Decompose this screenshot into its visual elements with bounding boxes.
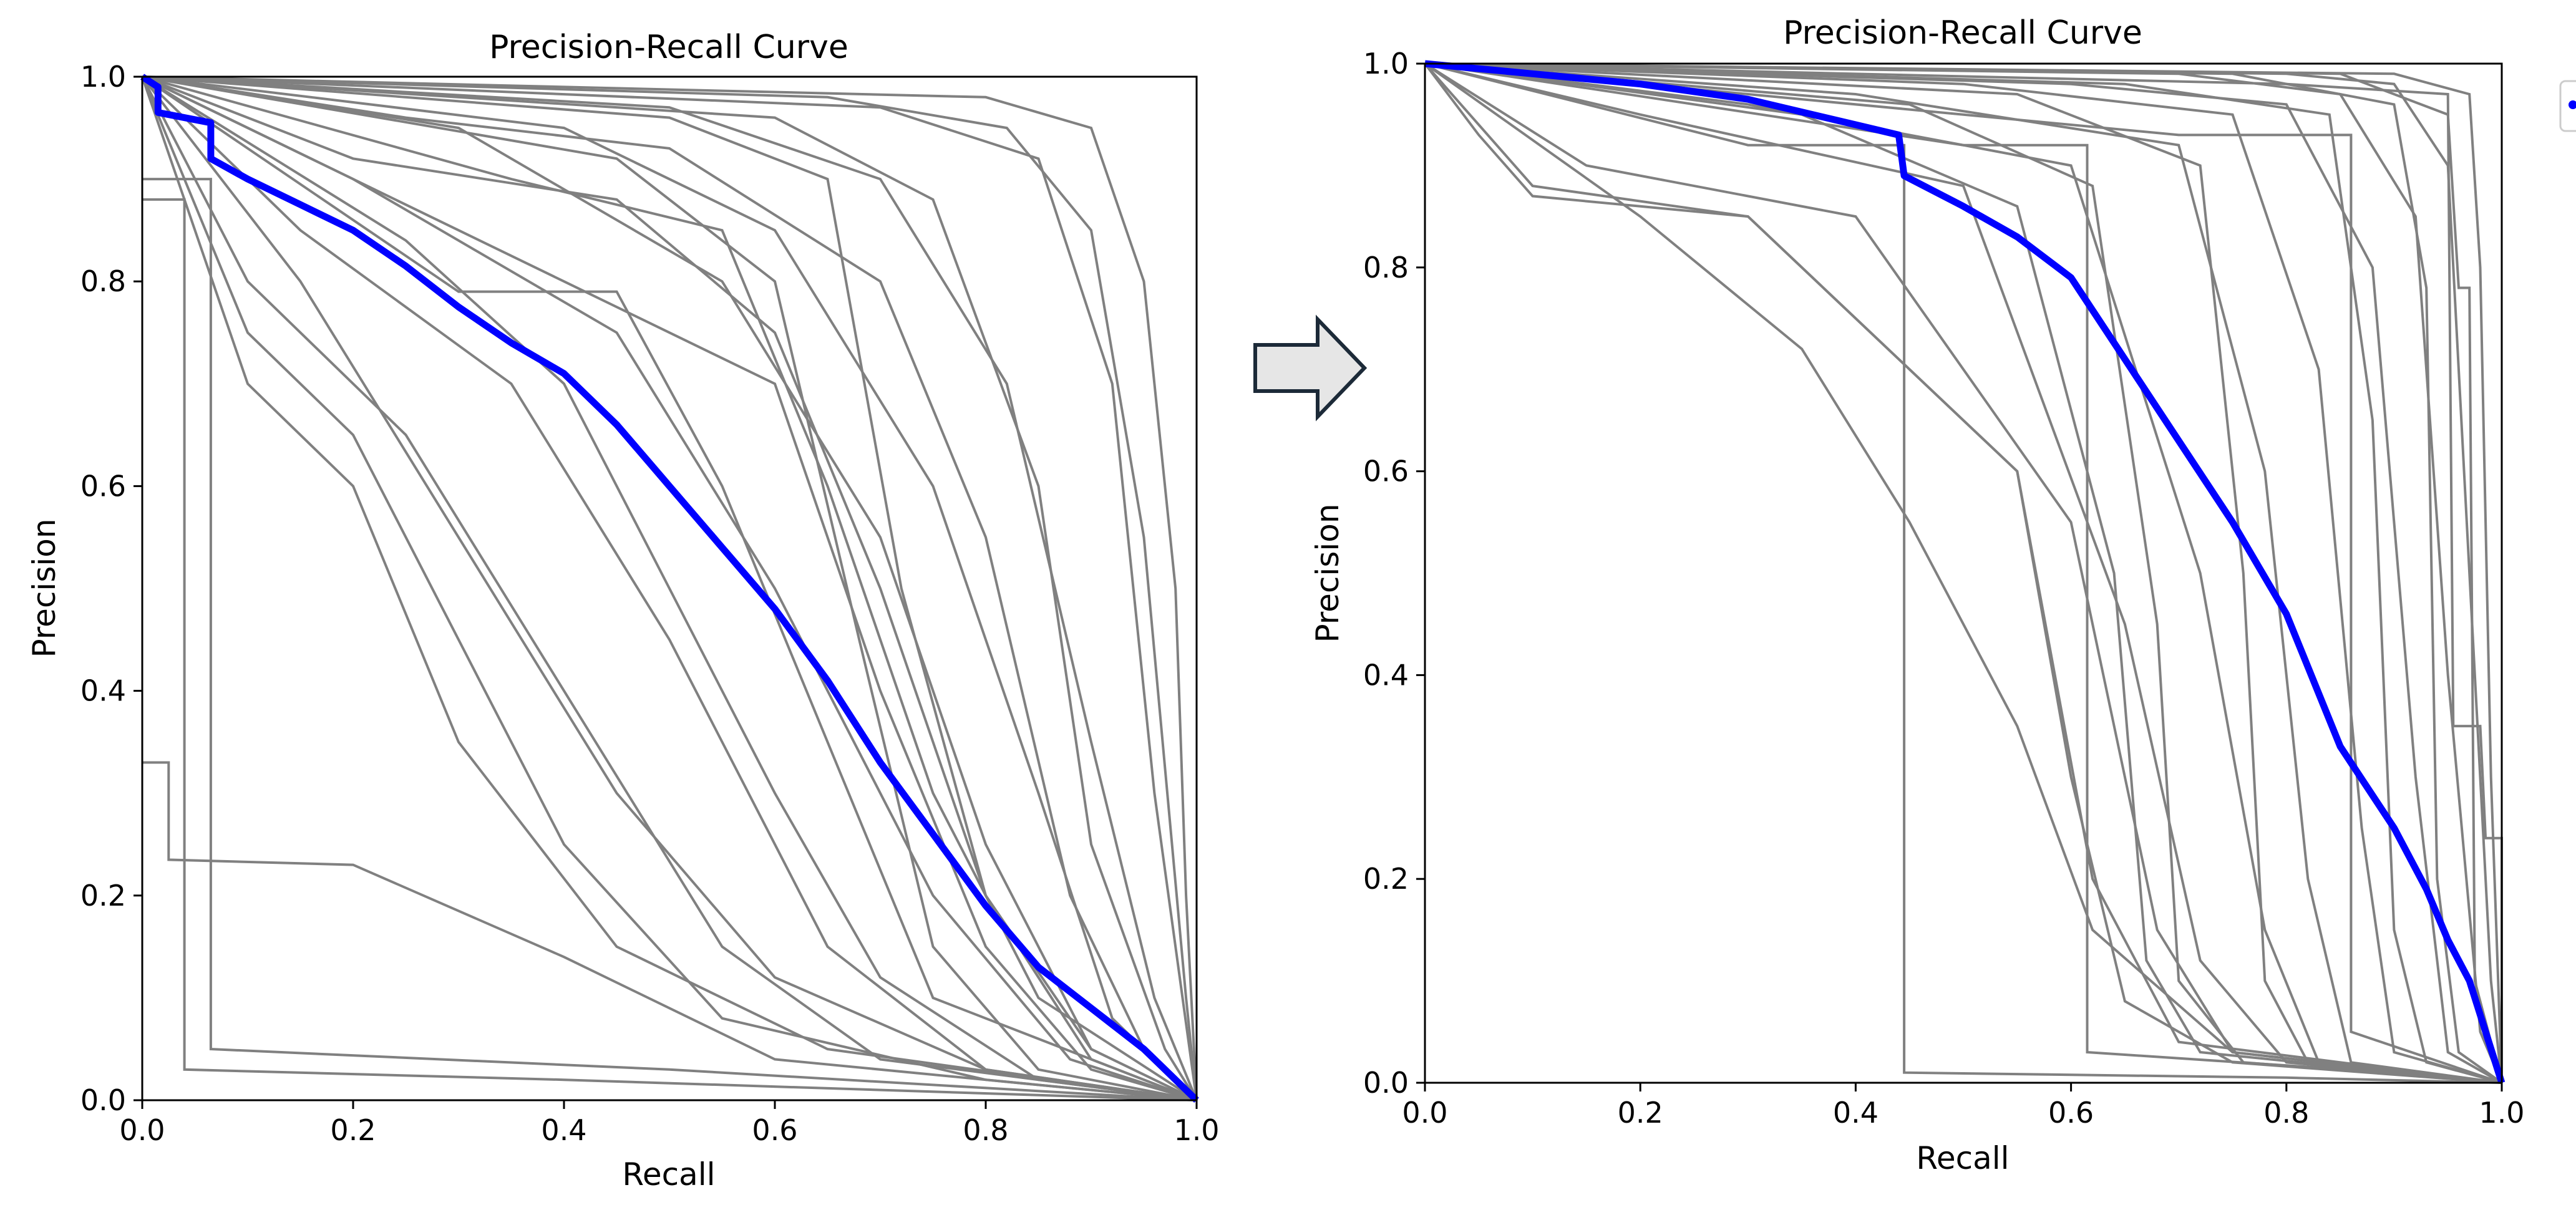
right-class-curve-1 — [1424, 62, 2503, 1083]
curves-left — [140, 74, 1199, 1103]
right-class-curve-12 — [1424, 62, 2502, 1084]
legend-marker-icon — [2569, 100, 2576, 109]
right-class-curve-13 — [1424, 62, 2502, 1084]
right-class-curve-20 — [1424, 62, 2502, 1084]
left-x-tick-label-0: 0.0 — [119, 1113, 165, 1147]
right-class-curve-11 — [1424, 62, 2502, 1084]
x-axis-label-left: Recall — [622, 1156, 715, 1193]
left-class-curve-12 — [142, 75, 1198, 1101]
left-x-tick-label-4: 0.8 — [963, 1113, 1008, 1147]
x-axis-label-right: Recall — [1916, 1140, 2009, 1176]
ticks-right: 0.0 0.2 0.4 0.6 0.8 1.0 0.0 0.2 0.4 0.6 0.8 1.0 — [1363, 47, 2525, 1130]
left-x-tick-label-5: 1.0 — [1174, 1113, 1219, 1147]
left-class-curve-10 — [142, 75, 1197, 1101]
right-class-curve-15 — [1424, 62, 2503, 1083]
left-class-curve-11 — [142, 75, 1198, 1101]
right-class-curve-22 — [1424, 62, 2502, 1084]
right-class-curve-16 — [1424, 62, 2503, 1083]
right-y-tick-label-1: 0.2 — [1363, 862, 1409, 896]
left-class-curve-15 — [141, 76, 1197, 1101]
y-axis-label-left: Precision — [26, 518, 62, 657]
right-class-curve-17 — [1424, 62, 2503, 1084]
right-class-curve-3 — [1424, 62, 2502, 1084]
right-mean-curve — [1424, 60, 2506, 1084]
left-class-curve-13 — [142, 75, 1198, 1101]
chart-title-right: Precision-Recall Curve — [1783, 14, 2142, 52]
left-class-curve-9 — [141, 76, 1197, 1101]
left-mean-curve — [140, 74, 1199, 1103]
right-x-tick-label-3: 0.6 — [2048, 1096, 2094, 1130]
right-y-tick-label-0: 0.0 — [1363, 1066, 1409, 1100]
left-class-curve-23 — [141, 75, 1197, 1101]
legend-box-partial — [2559, 80, 2576, 132]
right-x-tick-label-1: 0.2 — [1618, 1096, 1663, 1130]
left-class-curve-4 — [142, 75, 1198, 1101]
right-x-tick-label-4: 0.8 — [2263, 1096, 2309, 1130]
left-y-tick-label-4: 0.8 — [80, 264, 126, 298]
left-y-tick-label-5: 1.0 — [80, 60, 126, 94]
right-x-tick-label-5: 1.0 — [2479, 1096, 2524, 1130]
left-class-curve-20 — [142, 75, 1197, 1101]
chart-title-left: Precision-Recall Curve — [489, 29, 848, 66]
left-y-tick-label-0: 0.0 — [80, 1083, 126, 1117]
pr-chart-left: Precision-Recall Curve 0.0 0.2 0.4 0.6 0.8 1.… — [26, 29, 1220, 1193]
right-y-tick-label-2: 0.4 — [1363, 658, 1409, 692]
curves-right — [1424, 60, 2506, 1084]
left-class-curve-16 — [142, 178, 1197, 1101]
right-y-tick-label-3: 0.6 — [1363, 455, 1409, 488]
right-class-curve-2 — [1424, 62, 2503, 1083]
left-class-curve-22 — [142, 75, 1198, 1101]
left-y-tick-label-1: 0.2 — [80, 879, 126, 912]
right-class-curve-18 — [1424, 62, 2502, 1084]
ticks-left: 0.0 0.2 0.4 0.6 0.8 1.0 0.0 0.2 0.4 0.6 0.8 1.0 — [80, 60, 1220, 1147]
right-class-curve-19 — [1424, 62, 2502, 1084]
right-class-curve-7 — [1424, 62, 2502, 1084]
right-class-curve-14 — [1424, 62, 2502, 1084]
right-class-curve-5 — [1424, 62, 2502, 1084]
right-class-curve-9 — [1424, 62, 2502, 1084]
right-x-tick-label-0: 0.0 — [1402, 1096, 1447, 1130]
right-arrow-icon — [1253, 314, 1368, 422]
left-x-tick-label-3: 0.6 — [752, 1113, 797, 1147]
y-axis-label-right: Precision — [1310, 503, 1346, 642]
left-y-tick-label-2: 0.4 — [80, 674, 126, 708]
left-class-curve-17 — [142, 761, 1197, 1101]
axes-frame-left — [141, 75, 1198, 1101]
left-class-curve-14 — [141, 75, 1197, 1101]
left-class-curve-1 — [142, 75, 1198, 1101]
left-class-curve-21 — [141, 75, 1197, 1101]
left-x-tick-label-2: 0.4 — [541, 1113, 586, 1147]
right-class-curve-8 — [1424, 62, 2502, 1084]
right-class-curve-21 — [1424, 62, 2503, 1083]
left-class-curve-2 — [142, 75, 1198, 1101]
pr-chart-right: Precision-Recall Curve 0.0 0.2 0.4 0.6 0.8 1.… — [1310, 14, 2525, 1176]
left-class-curve-18 — [142, 198, 1197, 1101]
right-class-curve-6 — [1424, 62, 2502, 1084]
right-x-tick-label-2: 0.4 — [1833, 1096, 1879, 1130]
right-y-tick-label-5: 1.0 — [1363, 47, 1409, 80]
axes-frame-right — [1424, 62, 2503, 1084]
left-class-curve-8 — [141, 76, 1197, 1101]
right-class-curve-10 — [1424, 62, 2502, 1084]
left-class-curve-3 — [142, 75, 1198, 1101]
left-x-tick-label-1: 0.2 — [330, 1113, 376, 1147]
left-class-curve-24 — [142, 75, 1197, 1101]
left-y-tick-label-3: 0.6 — [80, 469, 126, 503]
right-class-curve-4 — [1424, 62, 2502, 1084]
right-y-tick-label-4: 0.8 — [1363, 251, 1409, 284]
